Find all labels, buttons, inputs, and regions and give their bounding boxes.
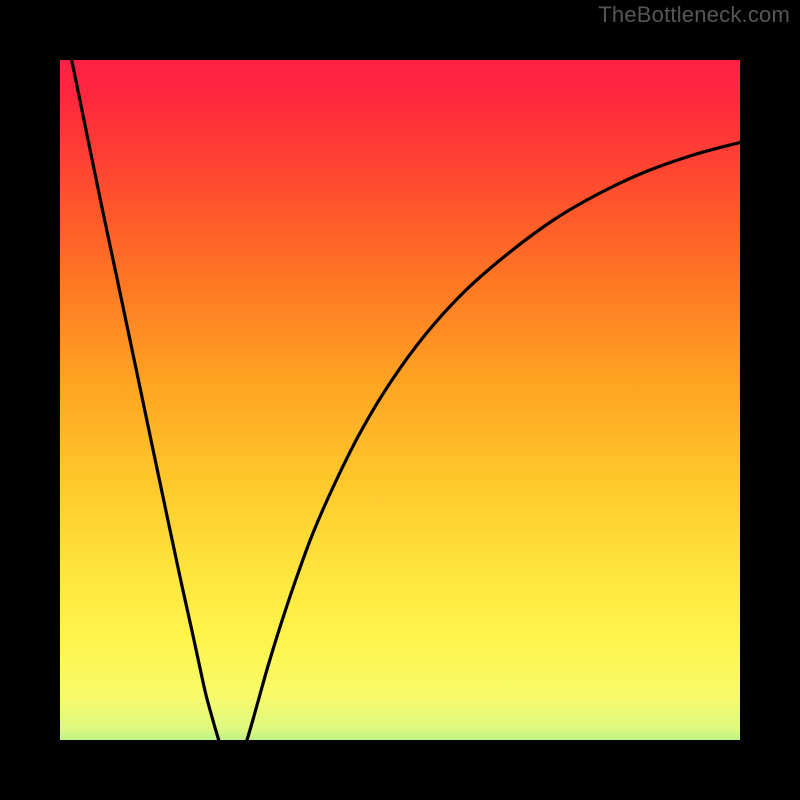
bottleneck-chart <box>0 0 800 800</box>
watermark-text: TheBottleneck.com <box>598 2 790 28</box>
chart-container: { "watermark": "TheBottleneck.com", "cha… <box>0 0 800 800</box>
